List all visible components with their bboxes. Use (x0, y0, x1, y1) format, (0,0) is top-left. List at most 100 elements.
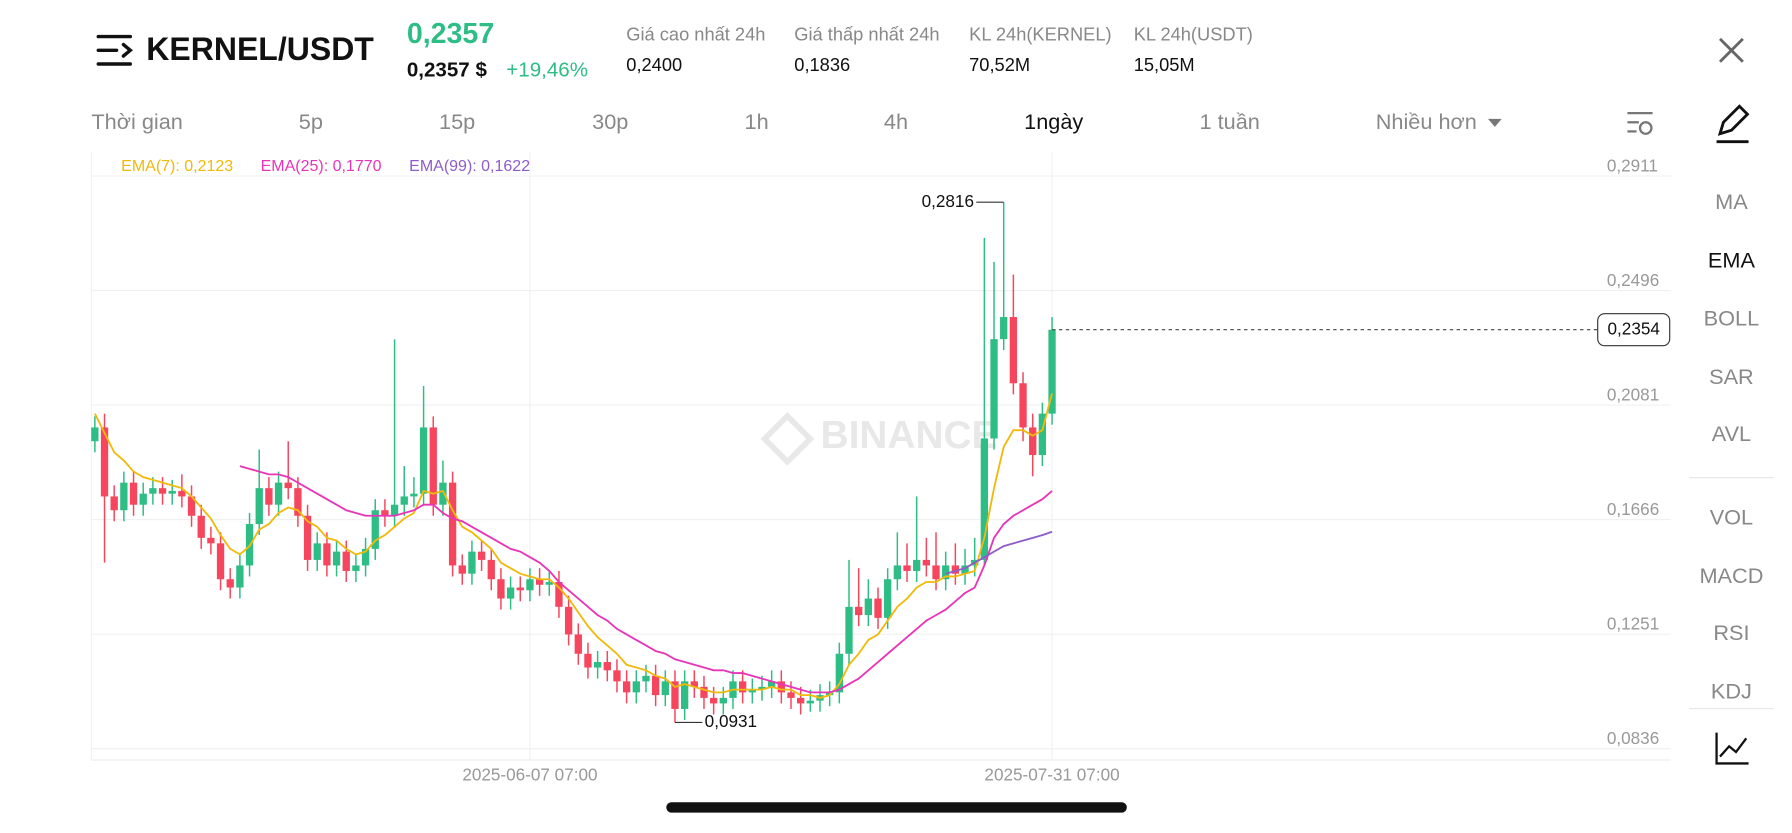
y-tick-label: 0,0836 (1607, 728, 1659, 748)
candle-body (593, 662, 602, 668)
candle-body (555, 581, 563, 607)
indicator-tab[interactable]: MA (1715, 189, 1748, 214)
y-tick-label: 0,2911 (1607, 155, 1658, 175)
annotation-label: 0,0931 (705, 711, 757, 731)
stat-value: 15,05M (1134, 54, 1195, 75)
candle-body (149, 488, 157, 494)
candle-body (787, 692, 795, 698)
candle-body (1048, 329, 1056, 414)
candle-body (468, 551, 476, 574)
candle-body (574, 634, 582, 654)
menu-icon[interactable] (96, 34, 133, 66)
candle-body (265, 488, 273, 505)
candle-body (922, 559, 931, 566)
candle-body (903, 565, 911, 571)
candle-body (178, 490, 186, 497)
candle-body (110, 496, 118, 511)
y-tick-label: 0,1666 (1607, 499, 1659, 519)
candle-body (700, 686, 708, 698)
candle-body (506, 587, 515, 599)
last-price-label: 0,2354 (1608, 318, 1661, 338)
interval-tab[interactable]: 1 tuần (1200, 109, 1260, 134)
candle-body (226, 579, 234, 588)
watermark-logo (760, 411, 815, 466)
indicator-tab[interactable]: BOLL (1704, 306, 1760, 331)
more-arrow[interactable] (1488, 118, 1502, 127)
candle-body (584, 653, 592, 668)
close-icon[interactable] (1718, 37, 1744, 63)
candle-body (661, 681, 669, 696)
interval-tab: Thời gian (91, 109, 182, 134)
candle-body (207, 537, 215, 544)
candle-body (361, 548, 370, 566)
interval-tab[interactable]: 5p (299, 109, 323, 134)
candle-body (980, 438, 989, 560)
candle-body (777, 681, 785, 693)
interval-tab[interactable]: 1h (745, 109, 769, 134)
home-indicator (666, 802, 1127, 813)
candle-body (487, 559, 495, 580)
indicator-tab[interactable]: AVL (1712, 421, 1751, 446)
stat-value: 0,1836 (794, 54, 850, 75)
candle-body (884, 579, 892, 618)
candle-body (303, 515, 312, 560)
indicator-tab[interactable]: KDJ (1711, 678, 1752, 703)
candle-body (313, 543, 321, 560)
candle-body (951, 565, 960, 574)
indicator-tab[interactable]: RSI (1713, 620, 1749, 645)
candle-body (864, 598, 872, 616)
candle-body (768, 681, 776, 687)
candle-body (942, 565, 950, 580)
x-tick-label: 2025-07-31 07:00 (984, 765, 1119, 785)
y-tick-label: 0,1251 (1607, 614, 1659, 634)
candle-body (893, 565, 902, 580)
candle-body (139, 493, 147, 505)
interval-tab[interactable]: Nhiều hơn (1376, 109, 1477, 134)
candle-body (429, 427, 437, 505)
indicator-tab[interactable]: MACD (1699, 563, 1763, 588)
candle-body (545, 581, 553, 585)
candle-body (990, 339, 998, 439)
candle-body (680, 681, 689, 709)
candle-body (410, 493, 418, 497)
candle-body (187, 496, 196, 516)
price-usd: 0,2357 $ (407, 58, 488, 81)
x-tick-label: 2025-06-07 07:00 (462, 765, 597, 785)
indicator-tab[interactable]: VOL (1710, 505, 1753, 530)
candle-body (158, 488, 167, 494)
watermark: BINANCE (821, 414, 998, 457)
candle-body (1009, 317, 1018, 384)
candle-body (1038, 413, 1047, 456)
interval-tab[interactable]: 15p (439, 109, 475, 134)
candle-body (216, 543, 225, 580)
candle-body (332, 551, 341, 566)
interval-tab[interactable]: 1ngày (1024, 109, 1083, 134)
interval-tab[interactable]: 30p (592, 109, 628, 134)
indicator-tab[interactable]: EMA (1708, 247, 1756, 272)
chart-icon[interactable] (1715, 732, 1749, 765)
candle-body (603, 662, 611, 671)
ema-line (239, 465, 1053, 694)
stat-label: Giá cao nhất 24h (626, 23, 765, 44)
settings-icon[interactable] (1627, 112, 1653, 135)
candle-body (400, 496, 408, 505)
candle-body (342, 551, 350, 571)
candle-body (622, 681, 631, 693)
pen-icon[interactable] (1716, 104, 1750, 144)
candle-body (526, 579, 534, 591)
candle-body (855, 606, 863, 616)
candle-body (274, 482, 283, 505)
candle-body (120, 482, 128, 511)
candle-body (448, 482, 457, 566)
candle-body (371, 510, 379, 549)
candle-body (168, 490, 176, 494)
candle-body (419, 427, 428, 494)
candle-body (932, 565, 940, 580)
interval-tab[interactable]: 4h (884, 109, 908, 134)
change: +19,46% (506, 58, 588, 81)
indicator-tab[interactable]: SAR (1709, 364, 1754, 389)
candle-body (690, 681, 698, 687)
candle-body (961, 565, 969, 574)
